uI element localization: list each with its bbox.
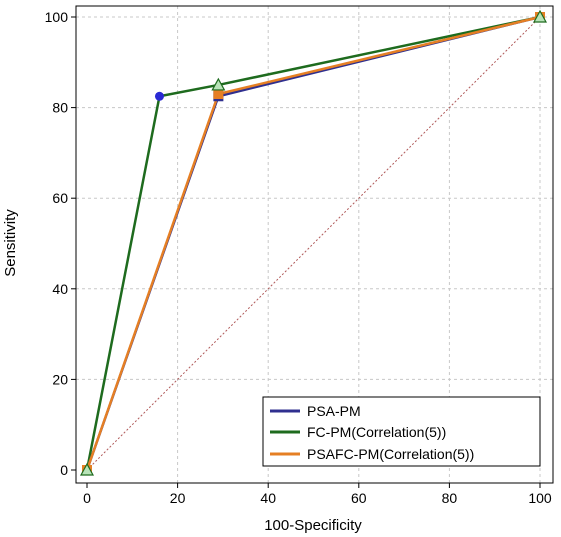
- legend-box: [262, 396, 541, 467]
- series-layer: [79, 9, 548, 476]
- y-tick-label: 20: [52, 371, 68, 387]
- y-tick-label: 40: [52, 281, 68, 297]
- x-tick-label: 40: [260, 490, 276, 506]
- x-tick-label: 80: [442, 490, 458, 506]
- x-axis-ticks: 0 20 40 60 80 100: [83, 483, 552, 506]
- y-axis-ticks: 0 20 40 60 80 100: [45, 9, 76, 478]
- legend-label: PSAFC-PM(Correlation(5)): [307, 446, 474, 462]
- y-tick-label: 80: [52, 100, 68, 116]
- series-point: [213, 89, 224, 100]
- reference-diagonal-line: [86, 16, 541, 471]
- y-tick-label: 100: [45, 9, 69, 25]
- x-tick-label: 60: [351, 490, 367, 506]
- series-point: [532, 9, 548, 23]
- y-tick-label: 0: [60, 462, 68, 478]
- series-point: [154, 91, 164, 101]
- series-point: [211, 77, 226, 91]
- y-tick-label: 60: [52, 190, 68, 206]
- legend: PSA-PM FC-PM(Correlation(5)) PSAFC-PM(Corr…: [262, 396, 541, 467]
- x-tick-label: 100: [528, 490, 552, 506]
- series-line: [85, 15, 541, 471]
- legend-label: FC-PM(Correlation(5)): [307, 424, 446, 440]
- y-axis-label: Sensitivity: [2, 209, 19, 277]
- x-tick-label: 0: [83, 490, 91, 506]
- x-tick-label: 20: [170, 490, 186, 506]
- x-axis-label: 100-Specificity: [264, 517, 362, 534]
- legend-label: PSA-PM: [307, 403, 361, 419]
- series-point: [79, 462, 95, 476]
- plot-frame: [75, 5, 554, 484]
